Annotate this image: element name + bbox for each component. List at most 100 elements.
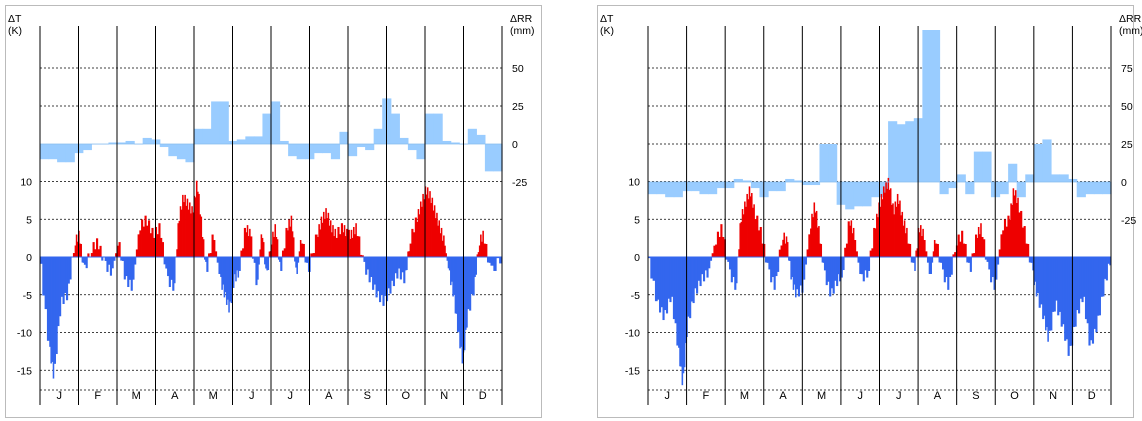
temp-bar-negative <box>447 257 450 269</box>
temp-bar-positive <box>418 214 421 257</box>
precip-bar <box>982 151 992 182</box>
precip-bar <box>1102 182 1112 195</box>
temp-bar-positive <box>413 232 416 257</box>
temp-bar-negative <box>804 257 807 265</box>
month-label: N <box>440 390 448 402</box>
temp-bar-positive <box>852 227 855 257</box>
temp-bar-negative <box>930 257 932 274</box>
precip-bar <box>845 182 855 210</box>
temp-bar-positive <box>1009 220 1011 257</box>
temp-bar-positive <box>747 199 750 257</box>
temp-bar-positive <box>812 217 814 257</box>
temp-bar-positive <box>785 236 788 257</box>
temp-bar-negative <box>825 257 828 286</box>
temp-bar-positive <box>151 227 154 257</box>
month-label: S <box>972 390 979 402</box>
temp-bar-positive <box>820 243 823 257</box>
temp-bar-negative <box>55 257 58 355</box>
temp-bar-positive <box>976 237 979 257</box>
precip-bar <box>373 128 383 144</box>
temp-bar-positive <box>877 217 879 257</box>
temp-bar-positive <box>188 202 191 257</box>
temp-bar-positive <box>998 249 1001 257</box>
temp-bar-positive <box>186 198 189 257</box>
precip-bar <box>1042 139 1052 182</box>
precip-bar <box>733 178 743 182</box>
temp-bar-positive <box>185 205 188 257</box>
temp-bar-negative <box>234 257 236 275</box>
temp-bar-positive <box>355 223 357 257</box>
temp-bar-positive <box>242 248 245 257</box>
temp-bar-negative <box>382 257 385 306</box>
temp-bar-negative <box>860 257 864 275</box>
temp-bar-negative <box>706 257 709 278</box>
temp-bar-positive <box>337 226 340 257</box>
temp-bar-positive <box>184 194 186 257</box>
temp-bar-positive <box>1003 219 1007 257</box>
temp-bar-negative <box>764 257 768 263</box>
temp-bar-negative <box>945 257 948 278</box>
temp-bar-negative <box>652 257 656 281</box>
temp-bar-positive <box>291 231 294 257</box>
temp-bar-positive <box>80 243 82 257</box>
temp-bar-negative <box>832 257 835 294</box>
precip-bar <box>1093 182 1104 195</box>
temp-bar-positive <box>423 199 426 257</box>
temp-bar-positive <box>438 220 441 257</box>
temp-bar-positive <box>408 251 410 257</box>
temp-bar-positive <box>327 212 330 257</box>
temp-bar-positive <box>358 236 361 257</box>
temp-bar-negative <box>387 257 390 289</box>
temp-bar-negative <box>1028 257 1031 263</box>
temp-bar-positive <box>480 234 482 257</box>
temp-bar-negative <box>1072 257 1075 328</box>
precip-bar <box>296 144 306 160</box>
precip-bar <box>939 182 949 195</box>
temp-bar-negative <box>227 257 229 300</box>
temp-bar-positive <box>780 245 783 257</box>
temp-bar-positive <box>75 234 78 257</box>
temp-bar-negative <box>456 257 459 333</box>
temp-bar-positive <box>885 181 887 257</box>
temp-bar-positive <box>1025 243 1028 257</box>
y-tick-label-right: 0 <box>1121 177 1127 189</box>
temp-bar-positive <box>886 188 889 257</box>
temp-bar-negative <box>679 257 681 367</box>
precip-bar <box>870 182 881 198</box>
precip-bar <box>1033 144 1044 182</box>
precip-bar <box>425 113 435 144</box>
temp-bar-negative <box>266 257 268 271</box>
temp-bar-positive <box>339 234 342 257</box>
precip-bar <box>493 144 503 172</box>
temp-bar-positive <box>891 204 893 257</box>
temp-bar-positive <box>746 193 748 257</box>
temp-bar-positive <box>289 226 292 257</box>
temp-bar-negative <box>277 257 280 260</box>
temp-bar-negative <box>1051 257 1055 312</box>
temp-bar-negative <box>678 257 680 348</box>
temp-bar-positive <box>414 217 417 257</box>
temp-bar-negative <box>493 257 497 271</box>
temp-bar-positive <box>744 201 746 257</box>
precip-bar <box>390 113 400 144</box>
temp-bar-negative <box>732 257 735 278</box>
month-label: F <box>94 390 101 402</box>
temp-bar-positive <box>431 197 434 257</box>
precip-bar <box>467 128 477 144</box>
y-tick-label-right: 0 <box>512 139 518 151</box>
month-label: A <box>934 390 942 402</box>
temp-bar-positive <box>957 234 960 257</box>
y-tick-label-right: 75 <box>1121 63 1133 75</box>
temp-bar-positive <box>96 238 99 257</box>
month-label: N <box>1049 390 1057 402</box>
temp-bar-negative <box>859 257 862 274</box>
temp-bar-positive <box>209 253 212 257</box>
temp-bar-positive <box>118 242 121 257</box>
temp-bar-negative <box>221 257 223 290</box>
temp-bar-negative <box>373 257 376 285</box>
temp-bar-negative <box>474 257 476 278</box>
temp-bar-negative <box>394 257 397 274</box>
temp-bar-positive <box>191 206 193 257</box>
temp-bar-negative <box>966 257 969 263</box>
temp-bar-positive <box>902 225 905 257</box>
